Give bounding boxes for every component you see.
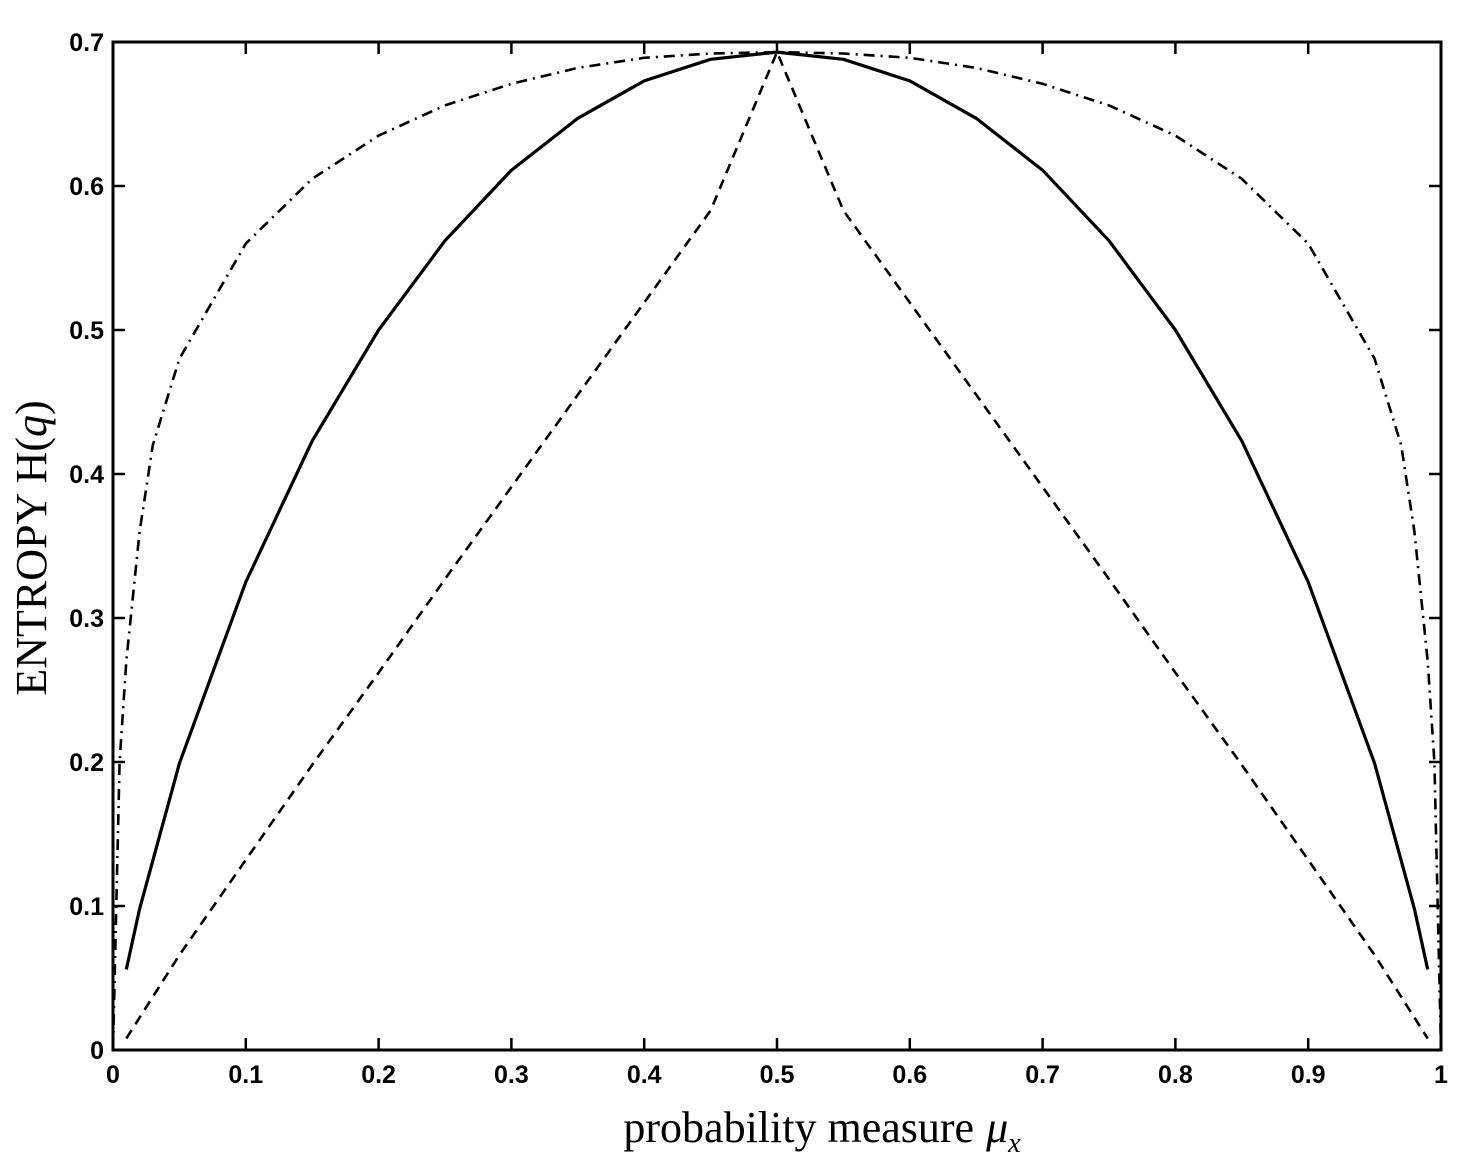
- series-line-dashed: [125, 50, 1429, 1040]
- x-tick-label: 0.8: [1158, 1061, 1193, 1089]
- y-tick-label: 0.3: [69, 605, 104, 633]
- plot-area: [111, 40, 1443, 1052]
- x-tick-label: 0.7: [1025, 1061, 1060, 1089]
- x-tick-label: 0.1: [228, 1061, 263, 1089]
- x-tick-label: 0: [106, 1061, 120, 1089]
- y-axis-title: ENTROPY H(q): [7, 400, 56, 695]
- y-axis-title-prefix: ENTROPY H(: [7, 437, 56, 696]
- tick-labels-layer: 0 0.1 0.2 0.3 0.4 0.5 0.6 0.7 0.8 0.9 1 0 0.1 0.2 0.3 0…: [69, 29, 1448, 1089]
- x-tick-label: 1: [1434, 1061, 1448, 1089]
- series-layer: [111, 50, 1443, 1051]
- series-line-dash-dot: [111, 50, 1443, 1051]
- y-tick-label: 0.7: [69, 29, 104, 57]
- x-tick-label: 0.2: [361, 1061, 396, 1089]
- y-tick-label: 0.5: [69, 317, 104, 345]
- x-tick-label: 0.5: [760, 1061, 795, 1089]
- y-tick-label: 0.2: [69, 749, 104, 777]
- x-tick-label: 0.9: [1291, 1061, 1326, 1089]
- x-tick-label: 0.6: [892, 1061, 927, 1089]
- series-line-solid: [124, 50, 1430, 970]
- ticks-layer: [111, 40, 1443, 1052]
- x-tick-label: 0.3: [494, 1061, 529, 1089]
- x-axis-title-subscript: x: [1007, 1128, 1021, 1158]
- x-axis-title: probability measure μx: [623, 1103, 1021, 1158]
- y-tick-label: 0.1: [69, 893, 104, 921]
- y-tick-label: 0.6: [69, 173, 104, 201]
- y-axis-title-variable: q: [7, 415, 56, 437]
- y-tick-label: 0: [90, 1037, 104, 1065]
- x-tick-label: 0.4: [627, 1061, 662, 1089]
- y-tick-label: 0.4: [69, 461, 104, 489]
- x-axis-title-symbol: μ: [985, 1103, 1008, 1152]
- y-axis-title-suffix: ): [7, 400, 56, 415]
- x-axis-title-text: probability measure: [623, 1103, 974, 1152]
- plot-frame: [111, 40, 1443, 1052]
